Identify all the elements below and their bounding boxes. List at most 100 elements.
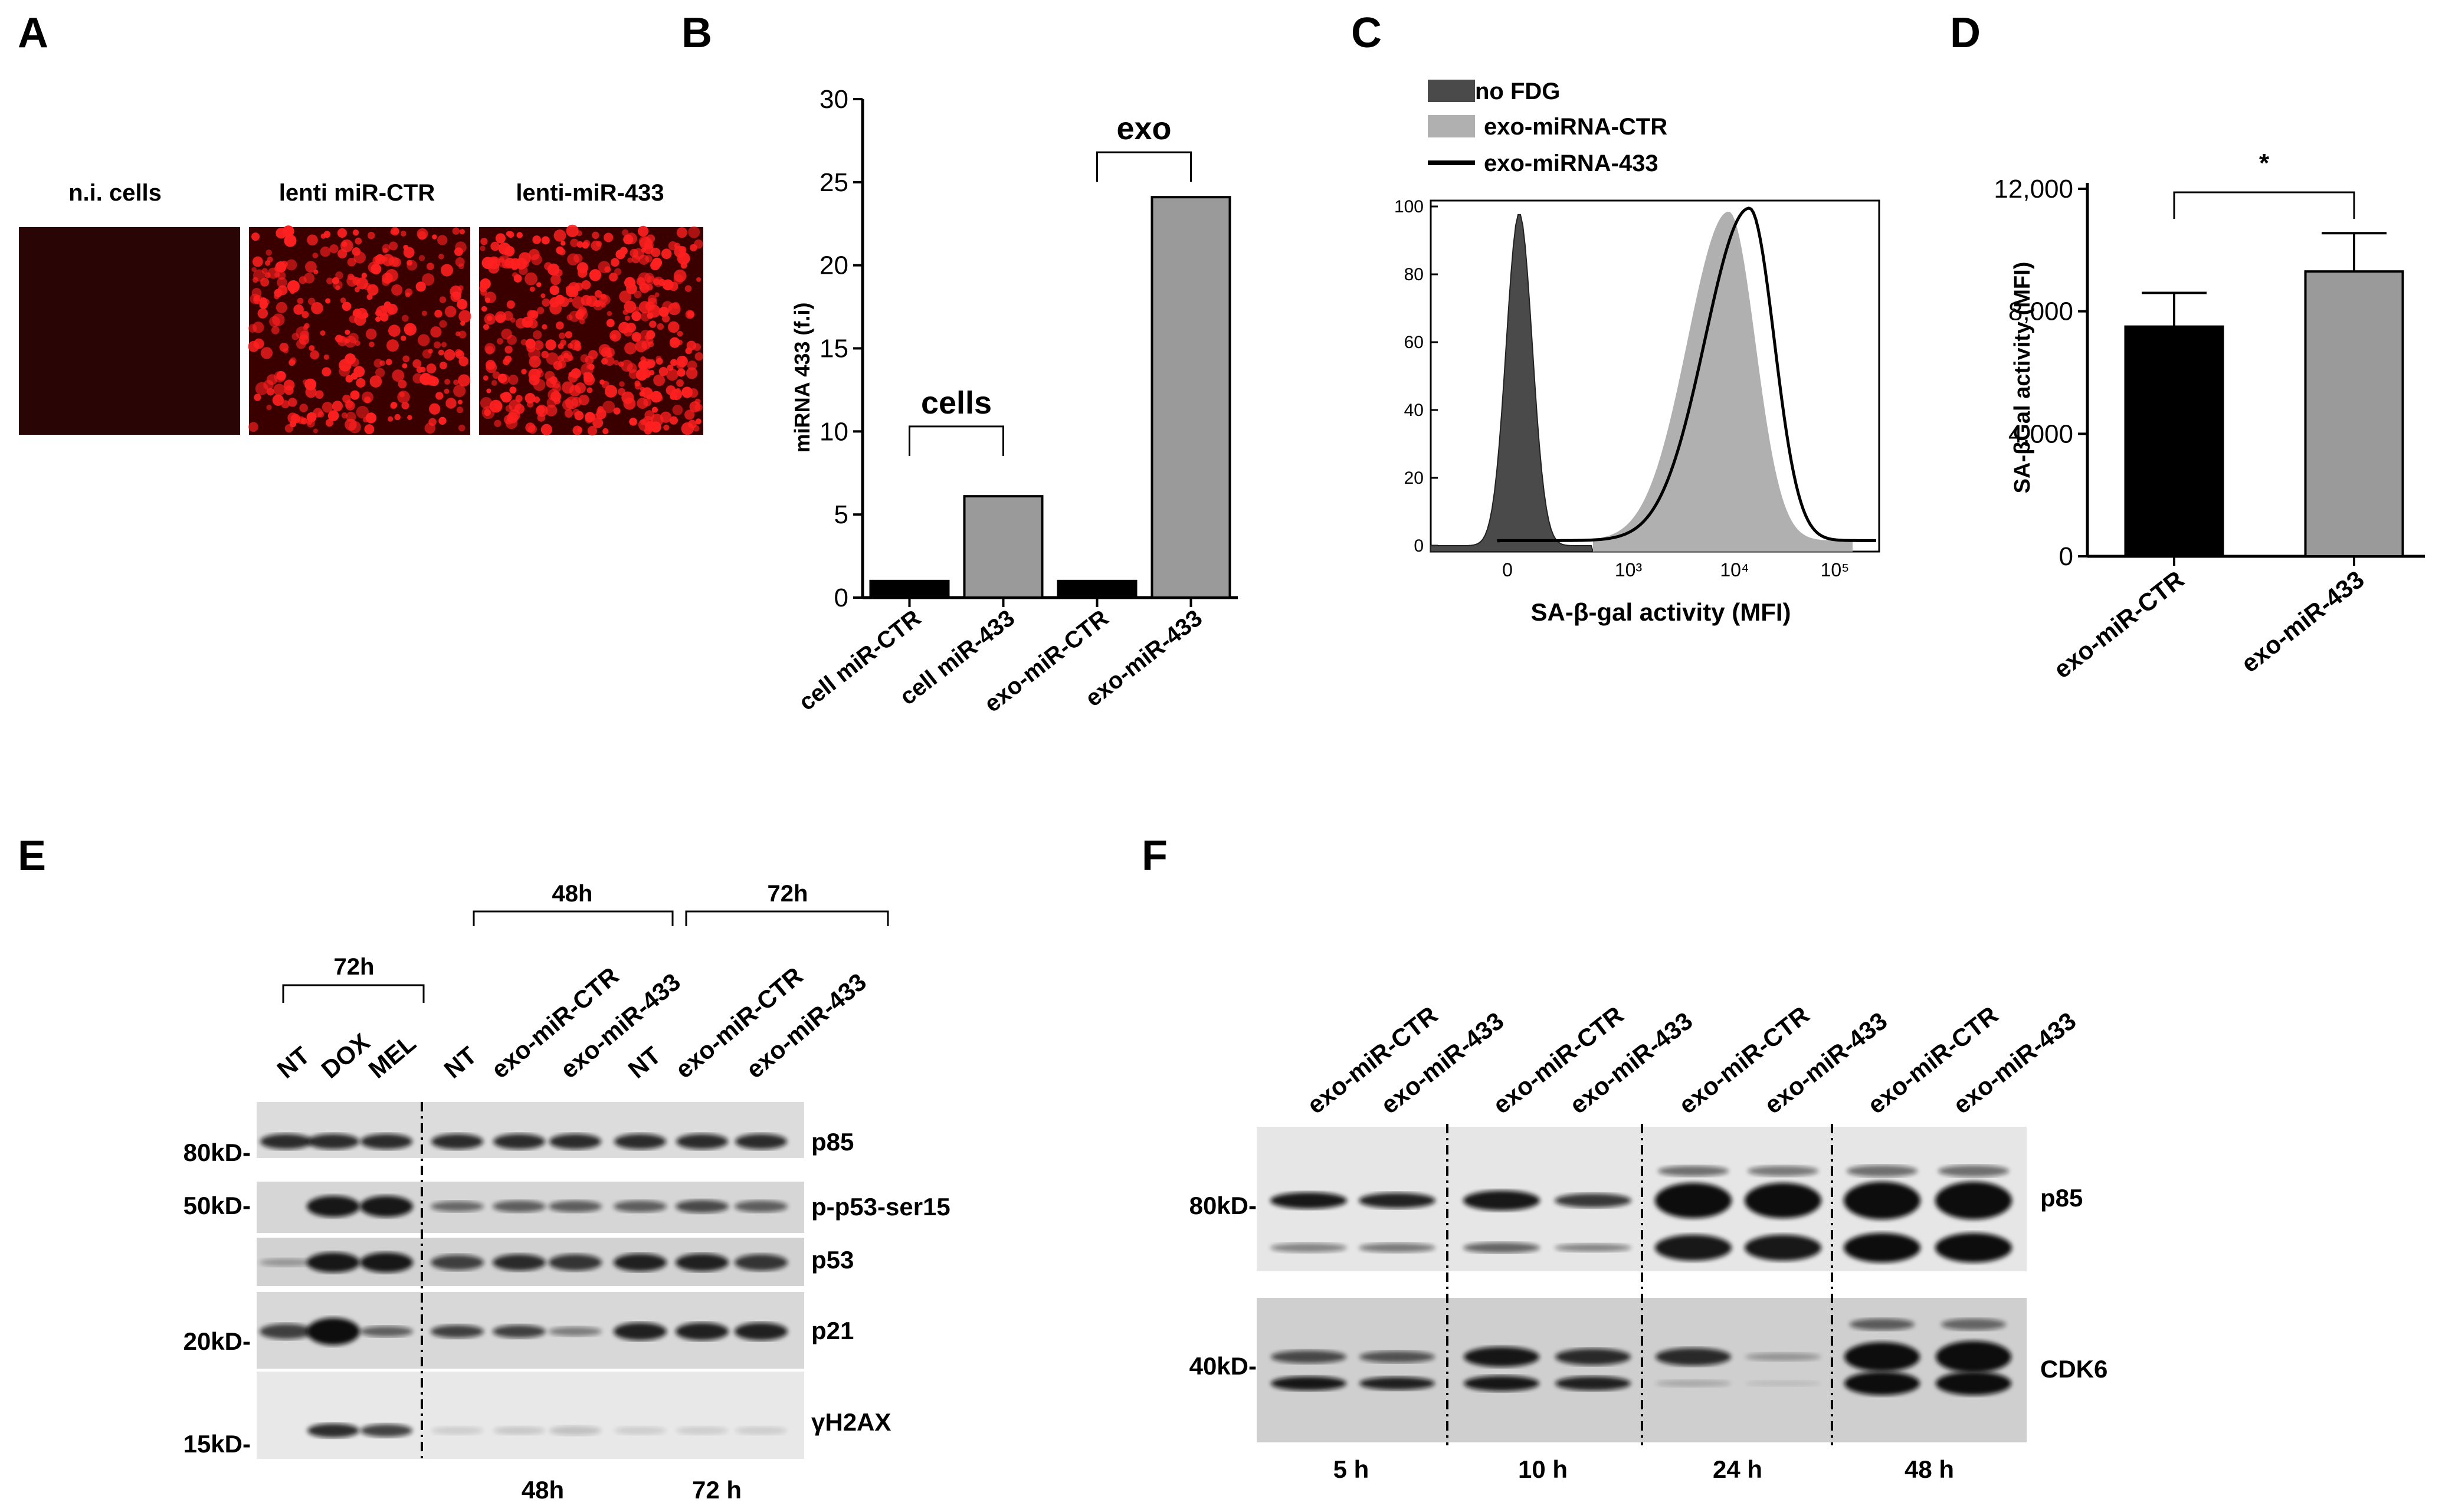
cell-dot <box>386 339 399 352</box>
cell-dot <box>480 278 491 290</box>
time-label-48h: 48 h <box>1905 1455 1954 1483</box>
blot-band <box>1359 1243 1435 1252</box>
blot-band <box>1936 1372 2011 1395</box>
cell-dot <box>345 399 353 408</box>
cell-dot <box>526 343 536 353</box>
cell-dot <box>277 285 288 296</box>
cell-dot <box>349 315 357 323</box>
cell-dot <box>618 361 624 368</box>
cell-dot <box>305 386 317 398</box>
cell-dot <box>260 347 273 359</box>
cell-dot <box>544 262 552 271</box>
blot-band <box>493 1325 546 1338</box>
cell-dot <box>508 375 519 385</box>
cell-dot <box>457 399 463 405</box>
cell-dot <box>391 284 403 296</box>
cell-dot <box>385 359 392 366</box>
cell-dot <box>402 314 409 322</box>
blot-band <box>549 1327 602 1336</box>
cell-dot <box>435 392 444 400</box>
cell-dot <box>644 334 650 340</box>
mw-marker-f-80kd: 80kD- <box>1189 1192 1257 1219</box>
x-tick-label: 10⁵ <box>1821 559 1850 580</box>
cell-dot <box>651 247 661 257</box>
cell-dot <box>613 407 621 415</box>
cell-dot <box>335 334 343 343</box>
cell-dot <box>624 300 637 313</box>
cell-dot <box>332 401 343 412</box>
cell-dot <box>430 326 442 338</box>
cell-dot <box>678 246 687 254</box>
cell-dot <box>507 334 517 345</box>
cell-dot <box>248 422 258 432</box>
cell-dot <box>695 418 702 425</box>
cell-dot <box>485 359 496 370</box>
cell-dot <box>394 414 401 421</box>
cell-dot <box>264 272 271 278</box>
cell-dot <box>605 356 615 366</box>
cell-dot <box>540 424 553 435</box>
cell-dot <box>283 379 295 391</box>
cell-dot <box>340 297 346 303</box>
mw-marker-80kd: 80kD- <box>183 1139 251 1166</box>
cell-dot <box>648 370 655 376</box>
cell-dot <box>555 321 564 330</box>
y-tick-label: 25 <box>820 168 848 197</box>
cell-dot <box>540 293 546 299</box>
cell-dot <box>673 269 687 283</box>
cell-dot <box>299 404 308 412</box>
cell-dot <box>440 264 454 277</box>
cell-dot <box>371 264 382 275</box>
blot-band <box>1844 1233 1920 1262</box>
cell-dot <box>257 308 268 319</box>
blot-band <box>676 1134 728 1149</box>
panel-a: n.i. cells lenti miR-CTR lenti-miR-433 <box>19 180 704 436</box>
bottom-label-72h: 72 h <box>692 1476 742 1504</box>
cell-dot <box>591 240 601 251</box>
x-tick-label: 10³ <box>1615 559 1643 580</box>
cell-dot <box>426 363 437 373</box>
cell-dot <box>253 322 264 333</box>
cell-dot <box>355 237 362 245</box>
cell-dot <box>317 411 324 418</box>
cell-dot <box>680 262 687 269</box>
cell-dot <box>445 398 457 409</box>
cell-dot <box>349 421 361 434</box>
cell-dot <box>438 416 447 425</box>
blot-strip-p85 <box>257 1102 804 1158</box>
cell-dot <box>650 414 664 427</box>
cell-dot <box>460 320 466 326</box>
y-tick-label: 40 <box>1404 401 1424 420</box>
y-tick-label: 8,000 <box>2008 297 2073 326</box>
cell-dot <box>354 287 360 293</box>
blot-band <box>1656 1380 1731 1387</box>
blot-band <box>360 1424 412 1437</box>
cell-dot <box>287 280 300 293</box>
cell-dot <box>649 320 657 328</box>
x-tick-label: 10⁴ <box>1720 559 1749 580</box>
cell-dot <box>592 231 599 240</box>
cell-dot <box>492 371 500 379</box>
cell-dot <box>315 390 324 399</box>
cell-dot <box>522 261 529 268</box>
cell-dot <box>339 365 350 377</box>
cell-dot <box>573 254 583 263</box>
y-tick-label: 0 <box>834 583 848 612</box>
blot-band <box>493 1254 546 1271</box>
blot-band <box>1748 1166 1818 1176</box>
cell-dot <box>326 277 333 284</box>
cell-dot <box>685 310 694 319</box>
cell-dot <box>320 330 326 336</box>
blot-band <box>1941 1319 2006 1330</box>
time-label-24h: 24 h <box>1713 1455 1762 1483</box>
blot-band <box>676 1426 728 1435</box>
cell-dot <box>375 316 381 322</box>
cell-dot <box>681 386 693 398</box>
cell-dot <box>426 263 434 271</box>
cell-dot <box>296 326 309 340</box>
cell-dot <box>546 378 556 388</box>
x-tick-label: 0 <box>1502 559 1513 580</box>
cell-dot <box>521 369 527 375</box>
blot-band <box>1359 1351 1435 1363</box>
cell-dot <box>643 416 654 427</box>
